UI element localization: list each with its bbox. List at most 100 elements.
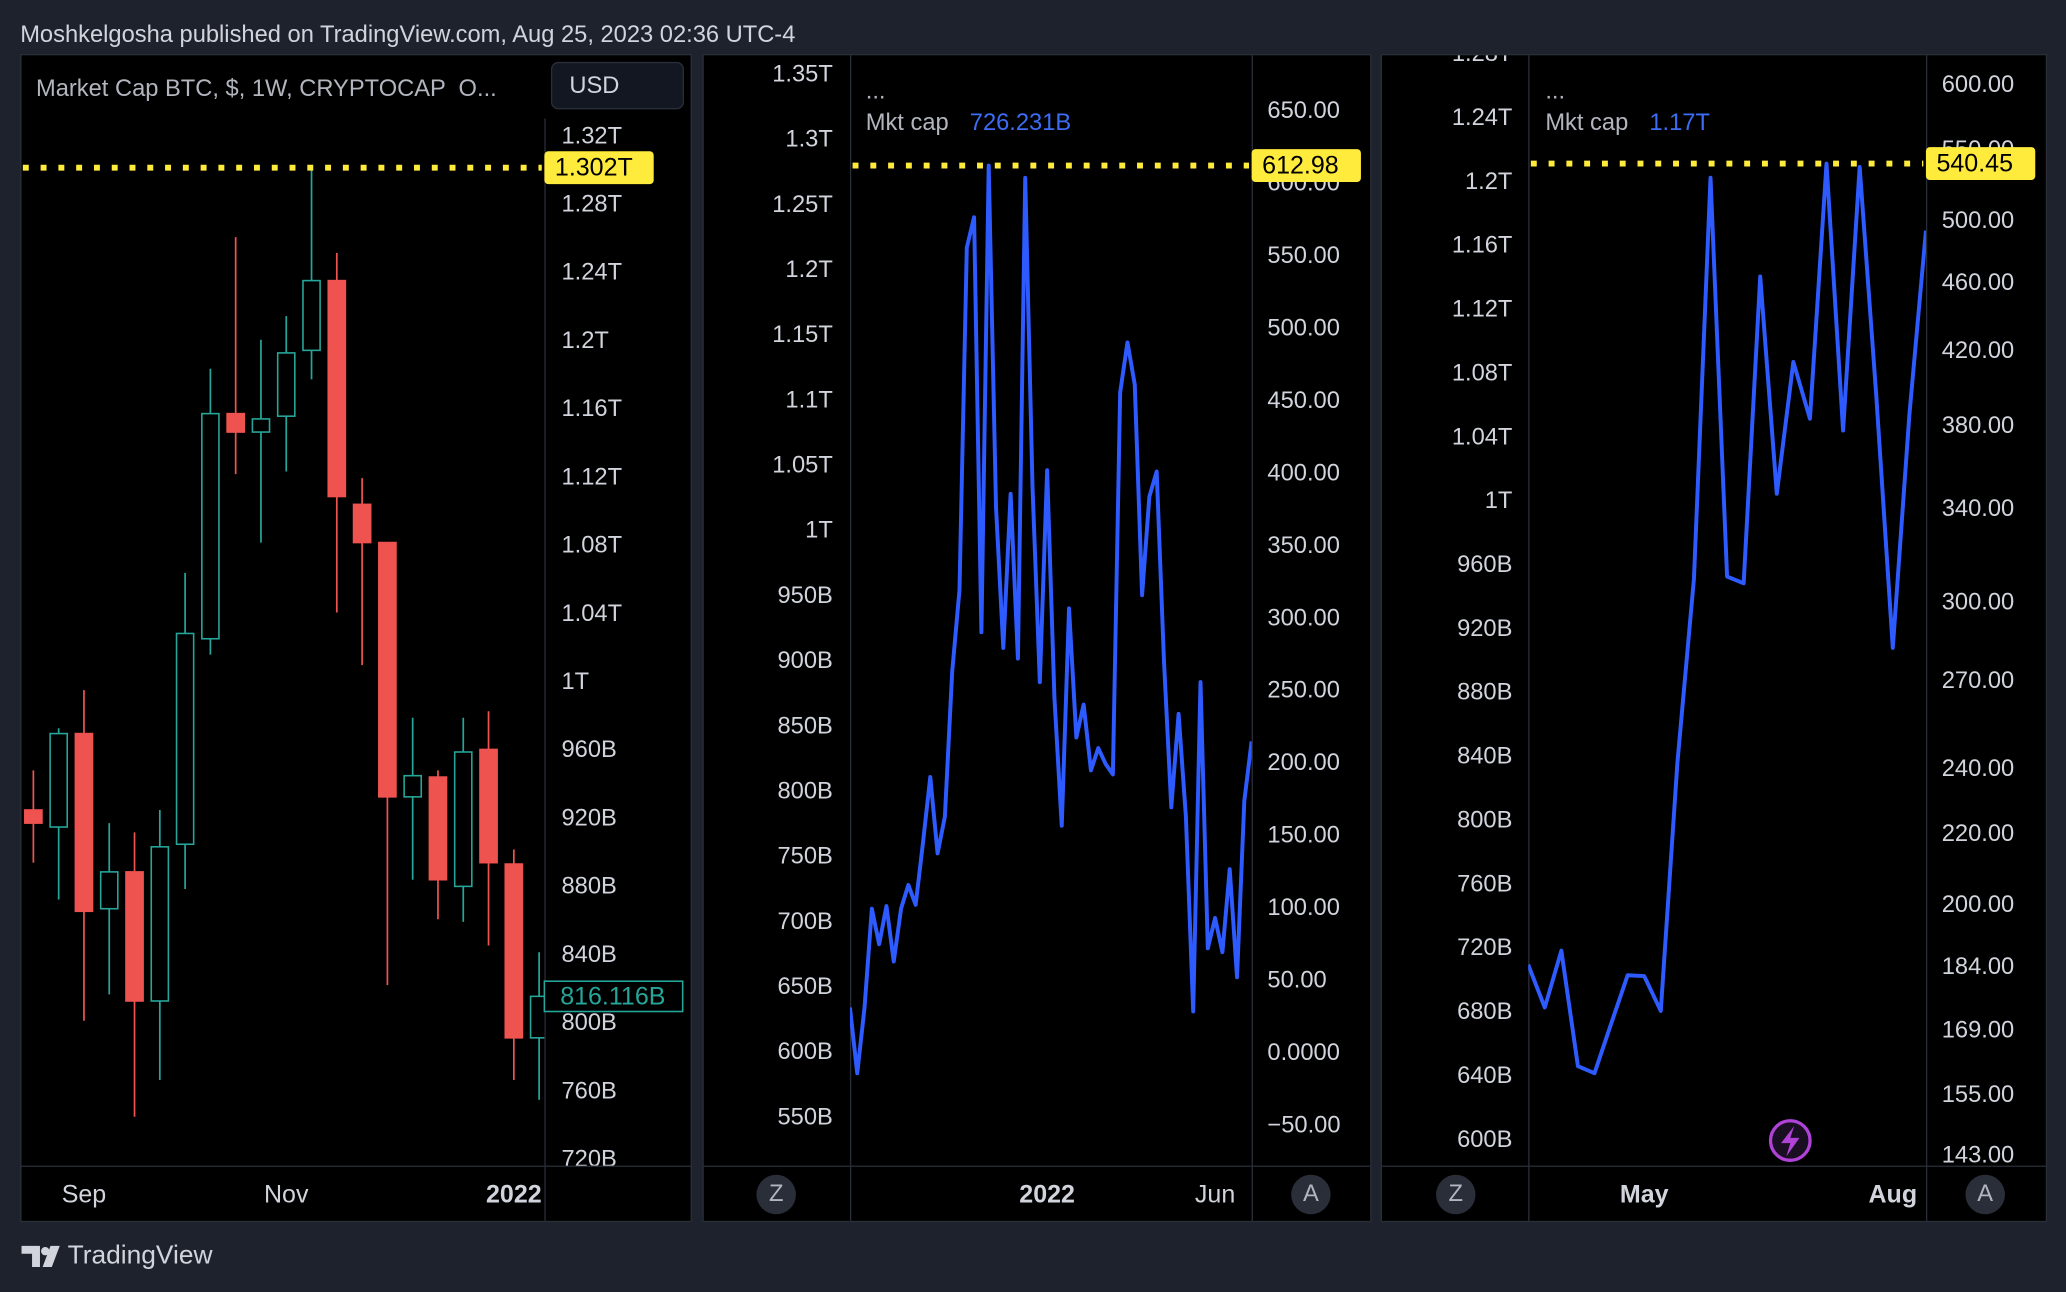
y2-tick-label: 350.00 — [1267, 533, 1339, 559]
y2-tick-label: 340.00 — [1942, 496, 2014, 522]
y2-tick-label: 200.00 — [1267, 750, 1339, 776]
y2-tick-label: 50.00 — [1267, 967, 1326, 993]
price-label-box — [1925, 147, 2036, 181]
currency-button[interactable] — [550, 61, 684, 110]
y-tick-label: 1.2T — [562, 328, 609, 354]
y-tick-label: 1.04T — [562, 601, 623, 627]
y-tick-label: 640B — [1457, 1063, 1512, 1089]
logo-shape — [42, 1245, 60, 1267]
button[interactable] — [756, 1174, 796, 1215]
button-label[interactable]: Z — [769, 1181, 783, 1207]
y2-tick-label: −50.00 — [1267, 1112, 1340, 1138]
legend-more[interactable]: ... — [1545, 78, 1565, 104]
y-tick-label: 1.12T — [1452, 297, 1513, 323]
y-tick-label: 1.1T — [785, 387, 832, 413]
y2-tick-label: 150.00 — [1267, 823, 1339, 849]
y-tick-label: 1T — [1485, 488, 1513, 514]
candle-body — [175, 632, 195, 846]
y-tick-label: 960B — [1457, 552, 1512, 578]
layer — [1528, 161, 1926, 1076]
price-label: 540.45 — [1936, 150, 2013, 178]
y-tick-label: 720B — [562, 1147, 617, 1173]
y-tick-label: 1.16T — [1452, 233, 1513, 259]
footer-logo — [21, 1245, 60, 1267]
layer: 1.28T 1.24T 1.2T 1.16T 1.12T 1.08T 1.04T 1T 960B… — [1452, 55, 2014, 1168]
y-tick-label: 600B — [1457, 1127, 1512, 1153]
legend-more[interactable]: ... — [866, 78, 886, 104]
candle-body — [352, 503, 372, 544]
candle-body — [428, 776, 448, 881]
y-tick-label: 1.24T — [562, 260, 623, 286]
y-tick-label: 1.35T — [772, 61, 833, 87]
x-tick-label: Nov — [264, 1180, 309, 1208]
y-tick-label: 1.32T — [562, 123, 623, 149]
icon-bolt[interactable] — [1781, 1126, 1800, 1157]
y-tick-label: 880B — [562, 874, 617, 900]
button-label[interactable]: A — [1303, 1181, 1319, 1207]
y-tick-label: 840B — [1457, 744, 1512, 770]
candle-body — [403, 774, 423, 798]
y-tick-label: 800B — [1457, 807, 1512, 833]
y2-tick-label: 420.00 — [1942, 338, 2014, 364]
y-tick-label: 1.3T — [785, 127, 832, 153]
lightning-icon[interactable] — [1768, 1119, 1812, 1162]
y2-tick-label: 220.00 — [1942, 821, 2014, 847]
y-tick-label: 1.2T — [1465, 169, 1512, 195]
y2-tick-label: 550.00 — [1267, 243, 1339, 269]
price-label: 1.302T — [555, 154, 633, 182]
y2-tick-label: 300.00 — [1942, 589, 2014, 615]
y2-tick-label: 460.00 — [1942, 270, 2014, 296]
last-price-box — [543, 980, 684, 1013]
y2-tick-label: 300.00 — [1267, 605, 1339, 631]
y2-tick-label: 184.00 — [1942, 954, 2014, 980]
y2-tick-label: 500.00 — [1942, 208, 2014, 234]
button[interactable] — [1291, 1174, 1331, 1215]
y-tick-label: 680B — [1457, 999, 1512, 1025]
candle-body — [24, 809, 43, 824]
layer: 1.32T 1.28T 1.24T 1.2T 1.16T 1.12T 1.08T 1.04T 1… — [562, 123, 623, 1173]
y-tick-label: 720B — [1457, 935, 1512, 961]
line-series — [849, 163, 1252, 1076]
y-tick-label: 650B — [777, 974, 832, 1000]
y2-tick-label: 200.00 — [1942, 892, 2014, 918]
panel — [20, 53, 692, 1223]
x-tick-label: 2022 — [1019, 1180, 1075, 1208]
y2-tick-label: 155.00 — [1942, 1082, 2014, 1108]
header-text: Moshkelgosha published on TradingView.co… — [20, 22, 795, 48]
legend-value: 726.231B — [970, 110, 1071, 136]
legend-value: 1.17T — [1649, 110, 1710, 136]
button[interactable] — [1436, 1174, 1476, 1215]
button-label[interactable]: A — [1977, 1181, 1993, 1207]
candle-body — [226, 412, 246, 433]
y-tick-label: 760B — [562, 1078, 617, 1104]
y-tick-label: 1.24T — [1452, 105, 1513, 131]
y2-tick-label: 240.00 — [1942, 756, 2014, 782]
legend-name: Mkt cap — [1545, 110, 1628, 136]
candle-body — [327, 279, 347, 498]
button[interactable] — [1965, 1174, 2005, 1215]
y2-tick-label: 400.00 — [1267, 460, 1339, 486]
candle-body — [378, 541, 397, 798]
layer: 1.35T 1.3T 1.25T 1.2T 1.15T 1.1T 1.05T 1T 950B 90… — [772, 61, 1340, 1138]
y-tick-label: 1.05T — [772, 453, 833, 479]
y2-tick-label: 380.00 — [1942, 413, 2014, 439]
y2-tick-label: 143.00 — [1942, 1142, 2014, 1168]
y-tick-label: 1.16T — [562, 396, 623, 422]
candle-body — [276, 352, 296, 417]
y-tick-label: 1.15T — [772, 322, 833, 348]
y-tick-label: 950B — [777, 583, 832, 609]
chart-title: Market Cap BTC, $, 1W, CRYPTOCAP O... — [36, 76, 497, 102]
y-tick-label: 1.04T — [1452, 424, 1513, 450]
y-tick-label: 850B — [777, 713, 832, 739]
y-tick-label: 700B — [777, 909, 832, 935]
y2-tick-label: 650.00 — [1267, 98, 1339, 124]
currency-label[interactable]: USD — [569, 73, 619, 99]
y-tick-label: 1.28T — [562, 191, 623, 217]
candle-body — [529, 995, 545, 1039]
button-label[interactable]: Z — [1449, 1181, 1463, 1207]
price-label-box — [544, 151, 654, 185]
price-label: 612.98 — [1262, 152, 1339, 180]
candle-body — [150, 846, 170, 1002]
logo-shape — [21, 1245, 40, 1267]
